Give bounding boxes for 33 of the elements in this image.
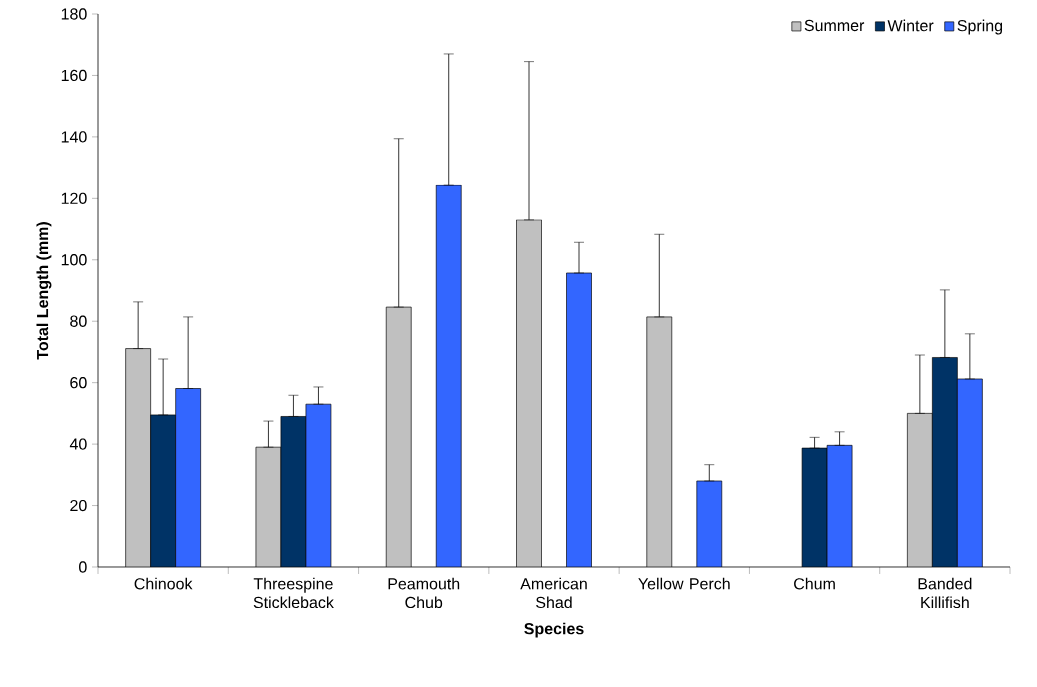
bar: [957, 378, 983, 567]
legend-label: Summer: [804, 19, 865, 32]
bar: [932, 357, 958, 567]
bar: [801, 447, 828, 567]
x-tick-label: Chum: [794, 577, 835, 590]
legend-label: Spring: [957, 19, 1003, 35]
y-tick-label: 60: [70, 377, 87, 389]
y-tick-label: 0: [79, 561, 87, 573]
bar: [566, 272, 592, 567]
x-tick-label: American Shad: [520, 577, 587, 609]
bar: [175, 388, 201, 567]
bar: [150, 414, 176, 567]
legend-label: Winter: [887, 19, 934, 32]
x-axis-title: Species: [524, 622, 584, 638]
x-tick-label: Threespine Stickleback: [253, 577, 334, 609]
x-tick-label: Peamouth Chub: [388, 577, 460, 609]
bar: [826, 445, 853, 567]
y-tick-label: 20: [70, 499, 87, 512]
y-tick-label: 40: [69, 438, 87, 450]
bar: [696, 480, 723, 567]
bar: [280, 416, 307, 567]
x-tick-label: Yellow Perch: [638, 577, 730, 590]
y-tick-label: 80: [70, 315, 87, 327]
bar: [305, 403, 332, 567]
y-tick-label: 140: [61, 131, 87, 143]
x-tick-label: Chinook: [134, 577, 193, 590]
y-axis-title: Total Length (mm): [36, 222, 52, 360]
y-tick-label: 120: [61, 192, 87, 204]
y-tick-label: 100: [61, 254, 87, 266]
x-tick-label: Banded Killifish: [918, 577, 972, 609]
y-tick-label: 160: [61, 69, 87, 82]
y-tick-label: 180: [61, 8, 87, 20]
bar: [435, 184, 462, 567]
